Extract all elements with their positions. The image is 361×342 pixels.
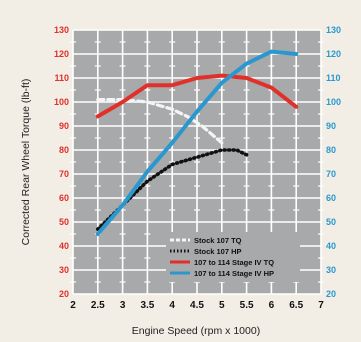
y-tick-left-90: 90 — [59, 121, 69, 131]
legend-label-stock-107-hp: Stock 107 HP — [194, 247, 242, 256]
x-tick-2-5: 2.5 — [91, 300, 105, 311]
x-axis-title: Engine Speed (rpm x 1000) — [132, 325, 260, 337]
y-tick-left-100: 100 — [54, 97, 69, 107]
y-tick-left-70: 70 — [59, 169, 69, 179]
y-axis-title: Corrected Rear Wheel Torque (lb-ft) — [20, 79, 32, 246]
x-tick-7: 7 — [318, 300, 324, 311]
x-tick-2: 2 — [70, 300, 76, 311]
y-tick-right-130: 130 — [326, 25, 341, 35]
y-tick-left-80: 80 — [59, 145, 69, 155]
y-tick-left-130: 130 — [54, 25, 69, 35]
y-tick-right-50: 50 — [326, 217, 336, 227]
x-tick-5: 5 — [219, 300, 225, 311]
y-tick-right-70: 70 — [326, 169, 336, 179]
y-tick-right-120: 120 — [326, 49, 341, 59]
series-line-107-to-114-stage-iv-tq — [95, 73, 299, 119]
y-tick-right-30: 30 — [326, 265, 336, 275]
y-tick-right-20: 20 — [326, 289, 336, 299]
legend: Stock 107 TQ Stock 107 HP 107 to 114 Sta… — [166, 232, 300, 282]
y-tick-right-40: 40 — [326, 241, 336, 251]
y-tick-right-80: 80 — [326, 145, 336, 155]
legend-label-stock-107-tq: Stock 107 TQ — [194, 236, 242, 245]
series-lines — [95, 49, 299, 236]
y-tick-left-40: 40 — [59, 241, 69, 251]
x-tick-4-5: 4.5 — [190, 300, 204, 311]
x-tick-4: 4 — [169, 300, 175, 311]
tick-labels: 20 20 30 30 40 40 50 50 60 60 70 70 80 80 90 90 100 100 11… — [54, 25, 341, 311]
x-tick-3: 3 — [120, 300, 126, 311]
x-tick-5-5: 5.5 — [240, 300, 254, 311]
y-tick-left-30: 30 — [59, 265, 69, 275]
x-tick-3-5: 3.5 — [140, 300, 154, 311]
series-line-107-to-114-stage-iv-hp — [95, 49, 299, 236]
y-tick-right-110: 110 — [326, 73, 341, 83]
x-tick-6: 6 — [269, 300, 275, 311]
y-tick-left-50: 50 — [59, 217, 69, 227]
y-tick-right-100: 100 — [326, 97, 341, 107]
y-tick-right-90: 90 — [326, 121, 336, 131]
legend-label-stage-iv-hp: 107 to 114 Stage IV HP — [194, 269, 274, 278]
y-tick-left-60: 60 — [59, 193, 69, 203]
y-tick-left-120: 120 — [54, 49, 69, 59]
y-tick-left-110: 110 — [54, 73, 69, 83]
y-tick-left-20: 20 — [59, 289, 69, 299]
x-tick-6-5: 6.5 — [289, 300, 303, 311]
y-tick-right-60: 60 — [326, 193, 336, 203]
legend-label-stage-iv-tq: 107 to 114 Stage IV TQ — [194, 258, 274, 267]
